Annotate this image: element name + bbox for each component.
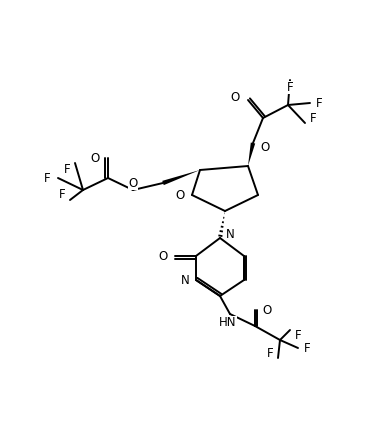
Text: F: F	[310, 112, 317, 125]
Text: F: F	[59, 188, 66, 201]
Text: O: O	[262, 303, 271, 316]
Polygon shape	[248, 142, 255, 166]
Text: O: O	[159, 250, 168, 263]
Text: F: F	[64, 163, 71, 176]
Text: F: F	[287, 81, 293, 94]
Text: O: O	[176, 189, 185, 202]
Text: N: N	[226, 228, 235, 241]
Text: F: F	[267, 346, 274, 359]
Text: F: F	[295, 328, 301, 341]
Text: F: F	[44, 172, 51, 185]
Text: N: N	[181, 273, 190, 287]
Text: O: O	[260, 141, 269, 154]
Text: O: O	[91, 151, 100, 164]
Text: O: O	[128, 177, 138, 190]
Text: HN: HN	[219, 315, 237, 328]
Text: F: F	[304, 341, 310, 354]
Text: F: F	[316, 96, 323, 109]
Text: O: O	[231, 90, 240, 103]
Polygon shape	[162, 170, 200, 185]
